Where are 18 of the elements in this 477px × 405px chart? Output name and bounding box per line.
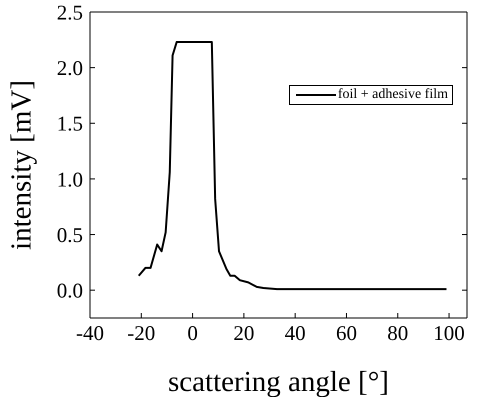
x-tick-label: -20 [127, 320, 156, 345]
y-tick-label: 2.5 [56, 0, 83, 24]
x-tick-label: 80 [387, 320, 408, 345]
legend-label: foil + adhesive film [338, 87, 448, 103]
y-tick-label: 1.5 [56, 112, 83, 136]
x-tick-label: 0 [187, 320, 198, 345]
x-tick-label: -40 [76, 320, 104, 345]
x-tick-label: 100 [433, 320, 465, 345]
line-series [138, 41, 448, 290]
x-tick-label: 40 [284, 320, 306, 345]
y-tick-label: 0.0 [56, 278, 83, 303]
x-tick-label: 20 [233, 320, 254, 345]
x-axis-title: scattering angle [°] [168, 366, 389, 398]
y-tick-label: 0.5 [56, 223, 83, 247]
y-tick-label: 2.0 [56, 56, 83, 80]
y-tick-label: 1.0 [56, 167, 83, 192]
y-axis-title: intensity [mV] [5, 80, 38, 250]
x-tick-label: 60 [336, 320, 357, 345]
